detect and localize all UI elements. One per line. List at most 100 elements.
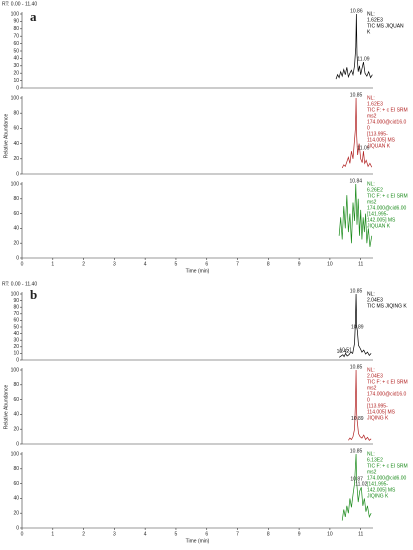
- y-tick-label: 50: [13, 324, 19, 330]
- y-tick-label: 90: [13, 19, 19, 25]
- trace: [335, 13, 373, 80]
- x-tick-label: 0: [21, 531, 24, 537]
- trace-info: 2.04E3: [367, 373, 383, 379]
- y-tick-label: 0: [16, 171, 19, 177]
- x-tick-label: 6: [205, 261, 208, 267]
- peak-label: 10.85: [350, 288, 363, 294]
- trace-info: TIC F: + c EI SRM: [367, 379, 408, 385]
- y-tick-label: 100: [11, 451, 20, 457]
- y-tick-label: 100: [11, 181, 20, 187]
- y-tick-label: 10: [13, 351, 19, 357]
- peak-label: 10.51: [339, 348, 352, 354]
- trace-info: NL:: [367, 367, 375, 373]
- y-tick-label: 90: [13, 298, 19, 304]
- y-tick-label: 20: [13, 427, 19, 433]
- x-tick-label: 4: [144, 531, 147, 537]
- y-tick-label: 60: [13, 41, 19, 47]
- y-tick-label: 60: [13, 397, 19, 403]
- x-tick-label: 9: [298, 531, 301, 537]
- y-tick-label: 100: [11, 291, 20, 297]
- y-tick-label: 40: [13, 331, 19, 337]
- y-tick-label: 0: [16, 441, 19, 447]
- trace-info: TIC F: + c EI SRM: [367, 193, 408, 199]
- peak-label: 10.87: [350, 476, 363, 482]
- y-tick-label: 80: [13, 26, 19, 32]
- x-axis-label: Time (min): [186, 538, 210, 544]
- x-tick-label: 1: [51, 531, 54, 537]
- x-tick-label: 5: [175, 531, 178, 537]
- peak-label: 11.09: [357, 56, 369, 62]
- x-tick-label: 7: [236, 261, 239, 267]
- trace-info: ms2: [367, 469, 377, 475]
- y-tick-label: 70: [13, 311, 19, 317]
- trace-info: TIC F: + c EI SRM: [367, 463, 408, 469]
- trace-info: 0: [367, 397, 370, 403]
- trace-info: ms2: [367, 113, 377, 119]
- peak-label: 11.09: [357, 146, 369, 152]
- trace-info: 142.005] MS: [367, 217, 396, 223]
- x-tick-label: 10: [327, 261, 333, 267]
- trace: [348, 369, 372, 441]
- x-tick-label: 7: [236, 531, 239, 537]
- trace-info: 1.62E3: [367, 17, 383, 23]
- x-tick-label: 2: [82, 531, 85, 537]
- y-tick-label: 70: [13, 34, 19, 40]
- y-tick-label: 40: [13, 412, 19, 418]
- x-tick-label: 3: [113, 531, 116, 537]
- y-tick-label: 0: [16, 357, 19, 363]
- x-tick-label: 9: [298, 261, 301, 267]
- y-tick-label: 60: [13, 126, 19, 132]
- trace-info: 142.005] MS: [367, 487, 396, 493]
- trace: [338, 183, 373, 247]
- trace-info: NL:: [367, 451, 375, 457]
- y-tick-label: 40: [13, 141, 19, 147]
- trace-info: 6.13E2: [367, 457, 383, 463]
- x-axis-label: Time (min): [186, 268, 210, 274]
- x-tick-label: 8: [267, 531, 270, 537]
- trace-info: JIQING K: [367, 493, 389, 499]
- y-tick-label: 20: [13, 156, 19, 162]
- trace-info: [113.995-: [367, 403, 388, 409]
- peak-label: 10.89: [351, 416, 364, 422]
- y-axis-label: Relative Abundance: [3, 114, 9, 159]
- y-tick-label: 0: [16, 255, 19, 261]
- y-tick-label: 40: [13, 56, 19, 62]
- x-tick-label: 1: [51, 261, 54, 267]
- x-tick-label: 3: [113, 261, 116, 267]
- x-tick-label: 6: [205, 531, 208, 537]
- trace-info: 0: [367, 125, 370, 131]
- y-tick-label: 80: [13, 111, 19, 117]
- trace-info: TIC MS JIQUAN: [367, 23, 404, 29]
- rt-range: RT: 0.00 - 11.40: [2, 1, 37, 7]
- trace-info: [141.995-: [367, 211, 388, 217]
- trace-info: TIC F: + c EI SRM: [367, 107, 408, 113]
- trace-info: NL:: [367, 181, 375, 187]
- trace-info: JIQUAN K: [367, 223, 391, 229]
- trace-info: 174.000@cid16.0: [367, 391, 406, 397]
- y-tick-label: 20: [13, 344, 19, 350]
- trace-info: 114.005] MS: [367, 137, 396, 143]
- y-tick-label: 30: [13, 338, 19, 344]
- trace-info: [113.995-: [367, 131, 388, 137]
- y-tick-label: 80: [13, 466, 19, 472]
- y-tick-label: 20: [13, 241, 19, 247]
- trace-info: 2.04E3: [367, 297, 383, 303]
- trace-info: JIQUAN K: [367, 143, 391, 149]
- x-tick-label: 0: [21, 261, 24, 267]
- x-tick-label: 5: [175, 261, 178, 267]
- x-tick-label: 4: [144, 261, 147, 267]
- peak-label: 11.02: [355, 482, 367, 488]
- panel-label: b: [30, 287, 37, 302]
- x-tick-label: 2: [82, 261, 85, 267]
- trace-info: 1.62E3: [367, 101, 383, 107]
- panel-label: a: [30, 9, 37, 24]
- y-tick-label: 60: [13, 481, 19, 487]
- trace: [341, 97, 373, 169]
- trace-info: 114.005] MS: [367, 409, 396, 415]
- y-tick-label: 20: [13, 71, 19, 77]
- y-tick-label: 0: [16, 85, 19, 91]
- y-axis-label: Relative Abundance: [3, 385, 9, 430]
- trace-info: 174.000@cid16.0: [367, 119, 406, 125]
- trace-info: NL:: [367, 291, 375, 297]
